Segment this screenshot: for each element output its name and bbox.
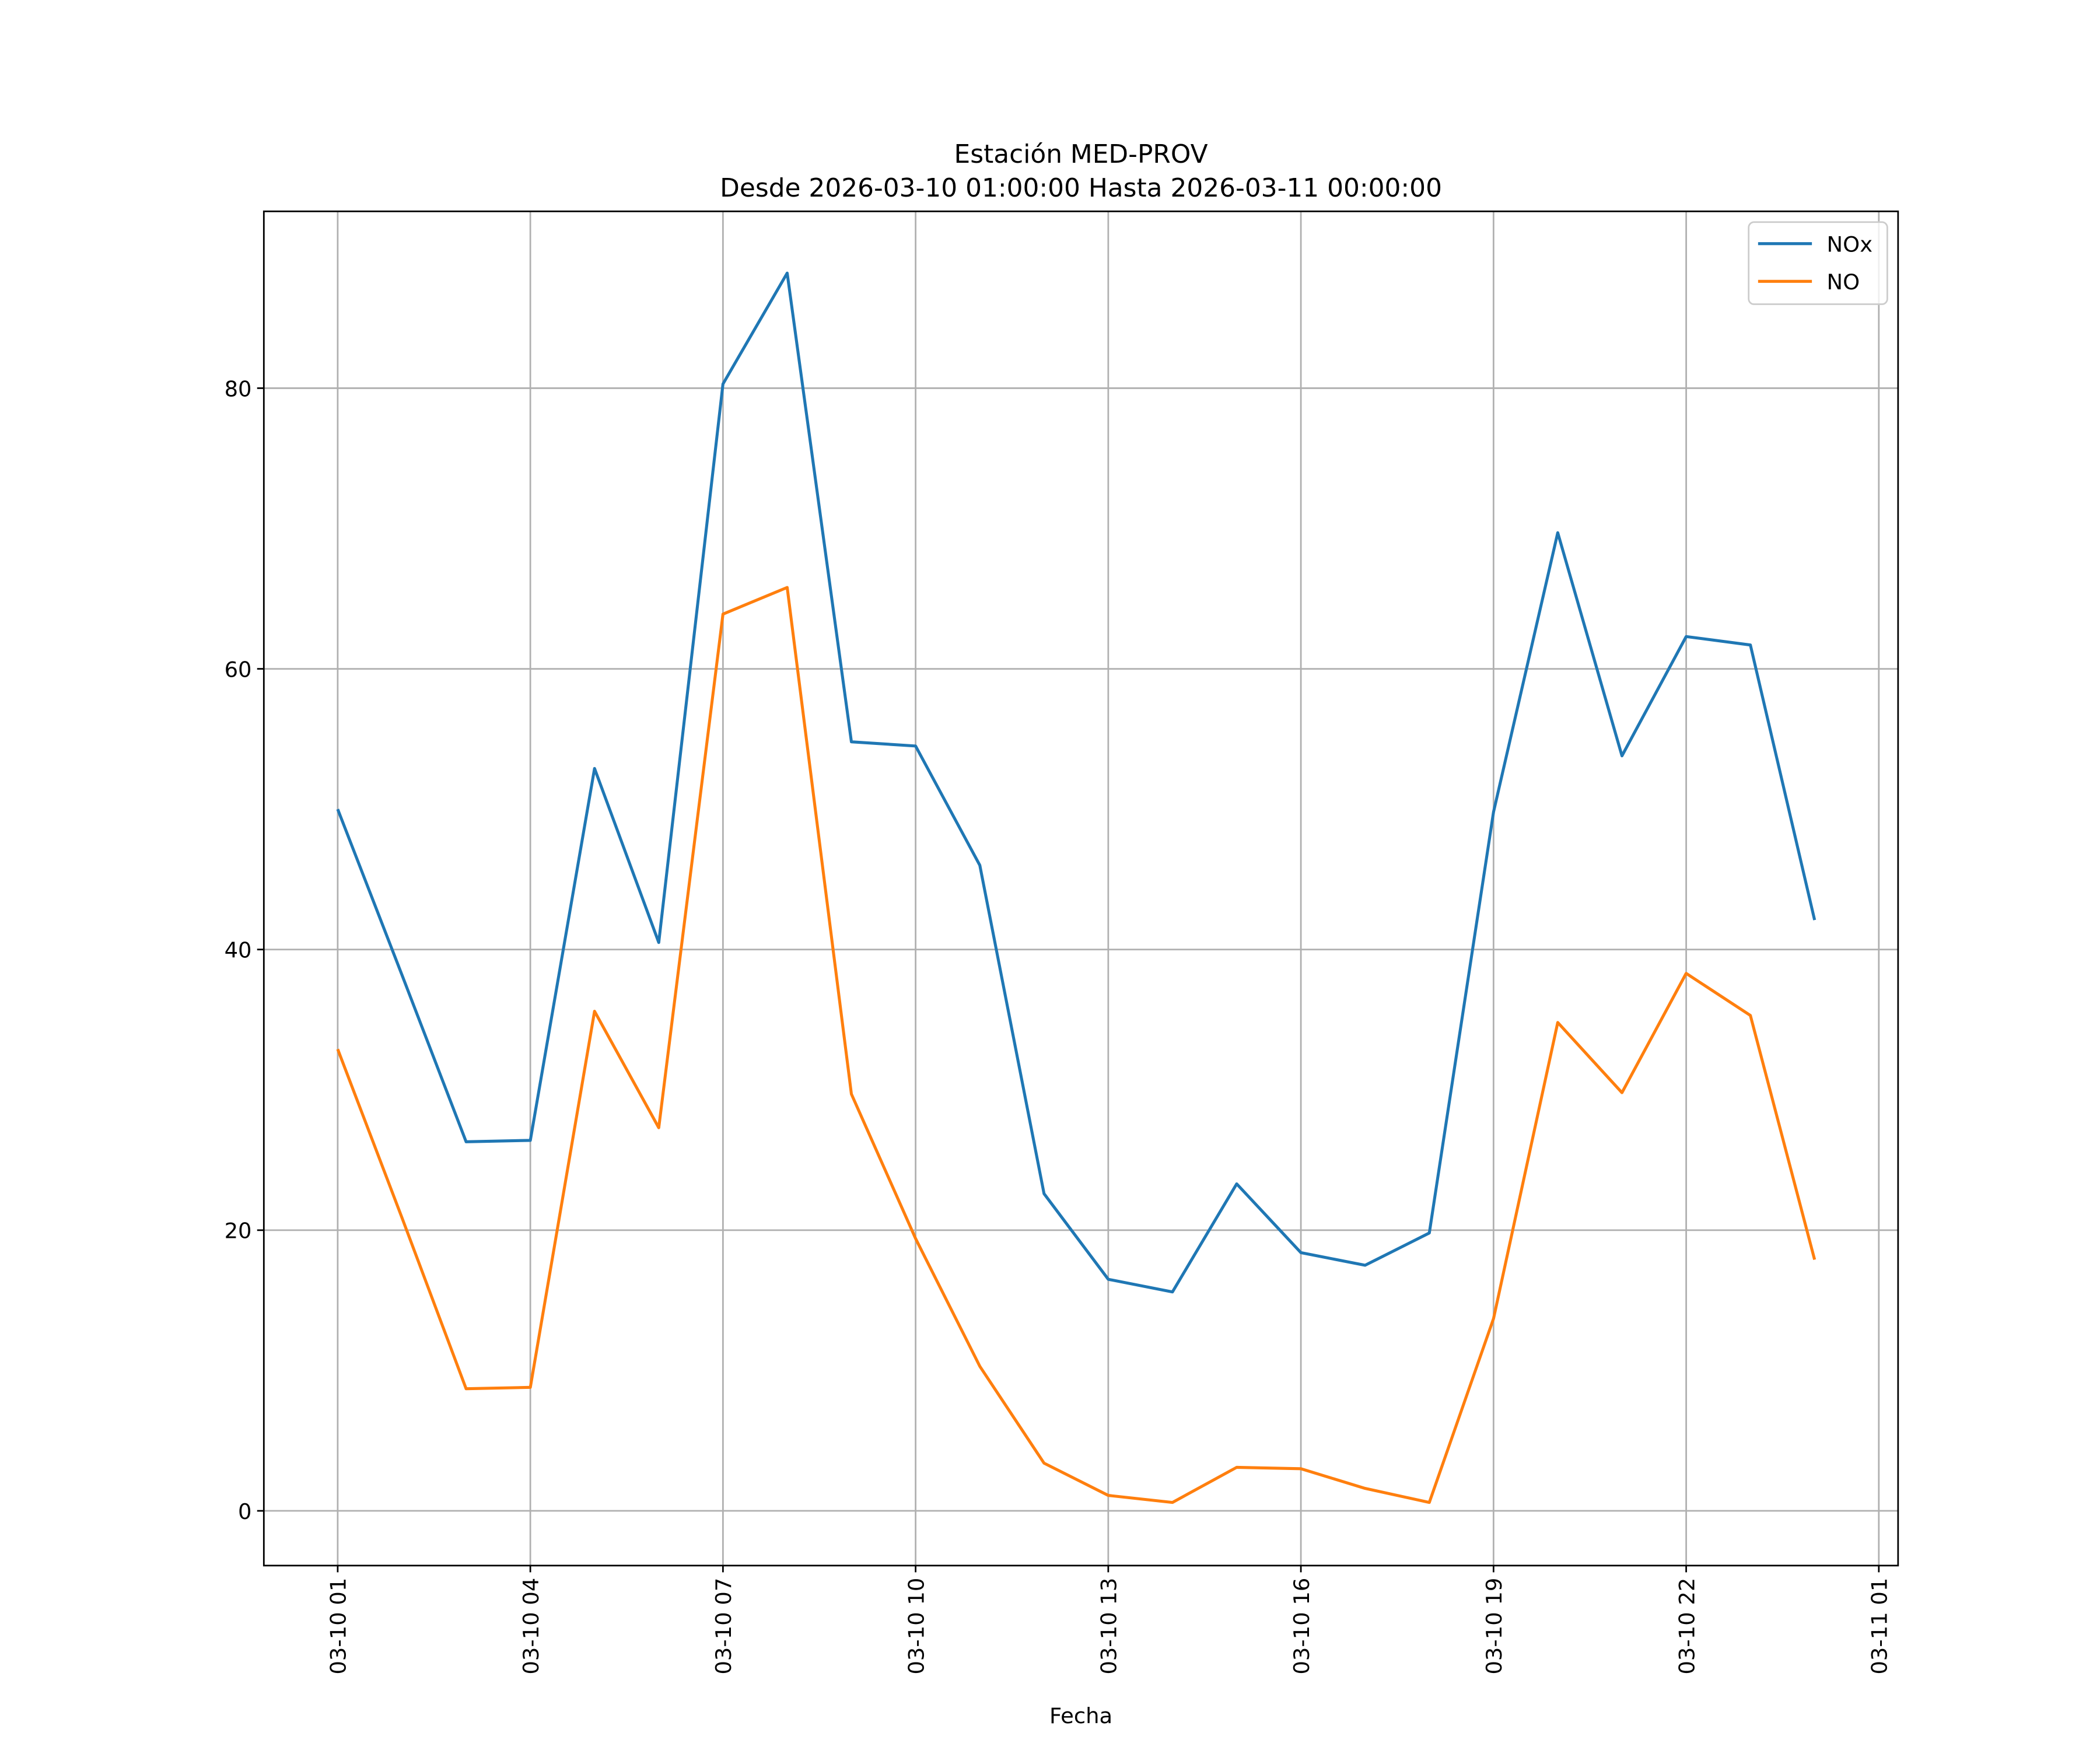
- x-axis-label: Fecha: [1049, 1703, 1112, 1728]
- series-line-nox: [336, 271, 1817, 1294]
- x-tick-label: 03-10 07: [711, 1578, 736, 1675]
- series-line-no: [336, 586, 1817, 1504]
- chart-title: Estación MED-PROV: [954, 139, 1208, 169]
- x-tick-label: 03-10 16: [1289, 1578, 1314, 1675]
- x-tick-label: 03-10 13: [1097, 1578, 1122, 1675]
- legend-label-no: NO: [1827, 270, 1860, 295]
- x-tick-label: 03-10 04: [519, 1578, 544, 1675]
- x-tick-label: 03-10 22: [1674, 1578, 1699, 1675]
- y-tick-label: 20: [225, 1219, 252, 1244]
- plot-frame: [262, 210, 1899, 1567]
- y-tick-label: 60: [225, 657, 252, 682]
- y-tick-label: 40: [225, 938, 252, 963]
- legend: NOx NO: [1748, 221, 1888, 305]
- x-tick-label: 03-11 01: [1867, 1578, 1892, 1675]
- x-tick-label: 03-10 19: [1482, 1578, 1507, 1675]
- legend-label-nox: NOx: [1827, 232, 1873, 257]
- series-lines: [336, 271, 1817, 1504]
- chart-subtitle: Desde 2026-03-10 01:00:00 Hasta 2026-03-…: [720, 173, 1442, 203]
- y-tick-label: 0: [238, 1499, 251, 1524]
- grid: [264, 211, 1898, 1566]
- x-tick-label: 03-10 10: [904, 1578, 929, 1675]
- y-axis: 0 20 40 60 80: [225, 376, 264, 1524]
- x-tick-label: 03-10 01: [326, 1578, 351, 1675]
- y-tick-label: 80: [225, 376, 252, 401]
- x-axis: 03-10 01 03-10 04 03-10 07 03-10 10 03-10 13…: [326, 1565, 1892, 1675]
